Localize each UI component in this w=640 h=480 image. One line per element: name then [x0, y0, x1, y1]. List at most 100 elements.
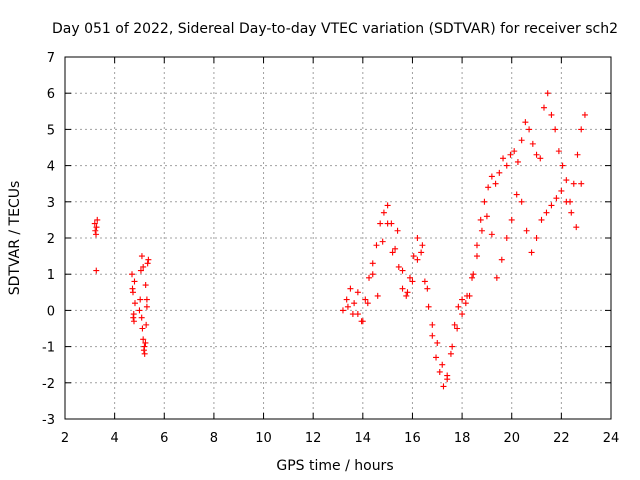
data-point [369, 260, 376, 267]
data-point [454, 325, 461, 332]
data-point [503, 162, 510, 169]
data-point [478, 227, 485, 234]
data-point [410, 253, 417, 260]
data-point [558, 187, 565, 194]
data-point [429, 321, 436, 328]
data-point [570, 180, 577, 187]
data-point [552, 126, 559, 133]
data-point [141, 343, 148, 350]
data-point [447, 350, 454, 357]
data-point [434, 339, 441, 346]
data-point [540, 104, 547, 111]
data-point [440, 383, 447, 390]
x-tick-label: 16 [404, 431, 421, 446]
data-point [144, 260, 151, 267]
data-point [508, 216, 515, 223]
data-point [522, 119, 529, 126]
y-tick-label: 1 [47, 268, 55, 283]
x-tick-label: 22 [553, 431, 570, 446]
data-point [555, 148, 562, 155]
data-point [488, 173, 495, 180]
data-point [131, 278, 138, 285]
x-tick-label: 4 [110, 431, 118, 446]
y-tick-label: 3 [47, 196, 55, 211]
data-point [131, 300, 138, 307]
data-point [492, 180, 499, 187]
data-point [529, 140, 536, 147]
data-point [384, 202, 391, 209]
data-point [568, 209, 575, 216]
data-point [349, 311, 356, 318]
data-point [421, 278, 428, 285]
data-point [395, 263, 402, 270]
chart-title: Day 051 of 2022, Sidereal Day-to-day VTE… [52, 21, 618, 37]
data-point [433, 354, 440, 361]
data-point [343, 296, 350, 303]
data-point [419, 242, 426, 249]
data-point [130, 289, 137, 296]
data-point [544, 90, 551, 97]
y-tick-label: 2 [47, 232, 55, 247]
y-tick-label: -2 [42, 377, 55, 392]
data-point [538, 216, 545, 223]
data-point [394, 227, 401, 234]
data-point [369, 271, 376, 278]
data-point [553, 195, 560, 202]
data-point [518, 137, 525, 144]
x-tick-label: 12 [305, 431, 322, 446]
data-point [140, 336, 147, 343]
x-tick-label: 20 [503, 431, 520, 446]
data-point [513, 191, 520, 198]
data-point [581, 111, 588, 118]
data-point [503, 235, 510, 241]
data-point [339, 307, 346, 314]
data-point [130, 311, 137, 318]
data-point [384, 220, 391, 227]
y-tick-label: 4 [47, 160, 55, 175]
data-point [94, 216, 101, 223]
data-point [496, 169, 503, 176]
data-point [143, 303, 150, 310]
data-point [142, 282, 149, 289]
data-point [145, 256, 152, 263]
data-point [92, 227, 99, 234]
x-tick-label: 14 [355, 431, 372, 446]
data-point [578, 126, 585, 133]
data-point [418, 249, 425, 256]
data-point [473, 253, 480, 260]
x-tick-label: 10 [255, 431, 272, 446]
plot-frame [64, 56, 612, 420]
data-point [392, 245, 399, 252]
x-tick-label: 24 [603, 431, 620, 446]
data-point [481, 198, 488, 205]
data-point [374, 292, 381, 299]
data-point [493, 274, 500, 281]
data-point [573, 224, 580, 231]
data-point [379, 238, 386, 245]
y-tick-label: 7 [47, 51, 55, 66]
data-point [537, 155, 544, 162]
data-point [451, 321, 458, 328]
data-point [373, 242, 380, 249]
y-axis-label: SDTVAR / TECUs [7, 181, 23, 296]
data-point [137, 296, 144, 303]
data-point [449, 343, 456, 350]
data-point [399, 285, 406, 292]
data-point [523, 227, 530, 234]
data-point [559, 162, 566, 169]
data-point [404, 289, 411, 296]
data-point [344, 303, 351, 310]
data-point [563, 198, 570, 205]
data-point [485, 184, 492, 191]
y-tick-label: 6 [47, 87, 55, 102]
data-point [533, 235, 540, 241]
data-point [93, 231, 100, 238]
data-point [403, 292, 410, 299]
x-tick-label: 8 [210, 431, 218, 446]
data-point [137, 267, 144, 274]
x-tick-label: 2 [61, 431, 69, 446]
y-tick-label: 0 [47, 304, 55, 319]
data-point [563, 177, 570, 184]
data-point [462, 300, 469, 307]
data-point [93, 224, 100, 231]
